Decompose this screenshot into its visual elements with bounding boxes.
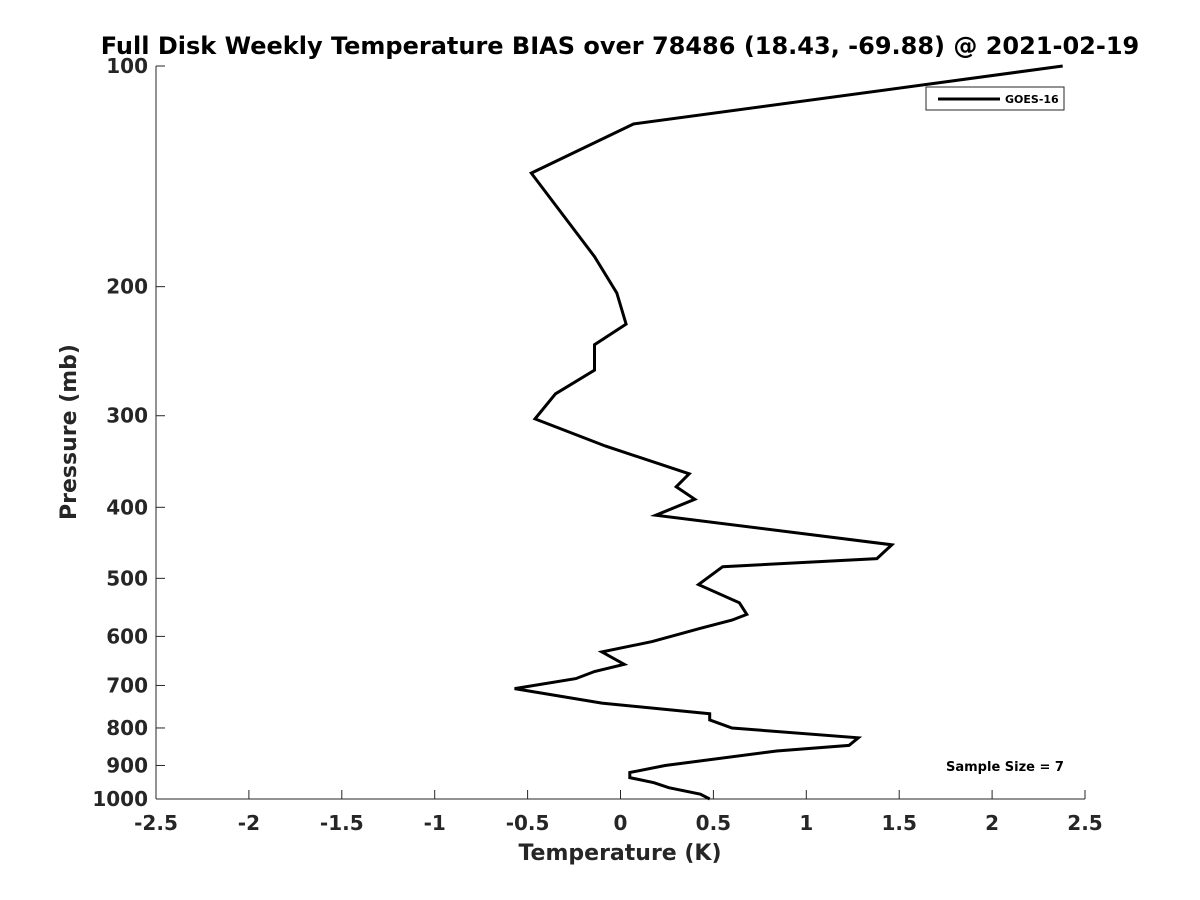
series-line-goes-16 — [514, 64, 1063, 801]
x-tick-label: 1.5 — [881, 811, 916, 835]
x-tick-label: 2.5 — [1067, 811, 1102, 835]
y-tick-label: 400 — [106, 495, 148, 519]
x-tick-label: 1 — [799, 811, 813, 835]
x-tick-label: -1.5 — [320, 811, 364, 835]
x-tick-label: -2.5 — [134, 811, 178, 835]
series-layer — [514, 64, 1063, 801]
y-tick-label: 500 — [106, 566, 148, 590]
plot-area — [155, 66, 1085, 800]
x-tick-label: -2 — [238, 811, 260, 835]
y-tick-label: 800 — [106, 716, 148, 740]
y-tick-label: 600 — [106, 624, 148, 648]
y-tick-label: 700 — [106, 673, 148, 697]
legend-label-goes-16: GOES-16 — [1005, 93, 1059, 106]
x-axis-ticks: -2.5 -2 -1.5 -1 -0.5 0 0.5 1 1.5 2 2.5 — [134, 790, 1103, 835]
y-tick-label: 900 — [106, 753, 148, 777]
x-tick-label: -0.5 — [506, 811, 550, 835]
x-tick-label: 0 — [614, 811, 628, 835]
x-axis-label: Temperature (K) — [518, 841, 721, 866]
y-tick-label: 1000 — [92, 787, 148, 811]
sample-size-annotation: Sample Size = 7 — [946, 760, 1064, 775]
y-axis-ticks: 100 200 300 400 500 600 700 800 900 1000 — [92, 54, 165, 811]
legend: GOES-16 — [925, 86, 1065, 111]
x-tick-label: -1 — [424, 811, 446, 835]
y-axis-label: Pressure (mb) — [57, 344, 82, 520]
y-tick-label: 100 — [106, 54, 148, 78]
y-tick-label: 200 — [106, 275, 148, 299]
y-tick-label: 300 — [106, 404, 148, 428]
x-tick-label: 2 — [985, 811, 999, 835]
x-tick-label: 0.5 — [696, 811, 731, 835]
chart-title: Full Disk Weekly Temperature BIAS over 7… — [101, 32, 1140, 60]
